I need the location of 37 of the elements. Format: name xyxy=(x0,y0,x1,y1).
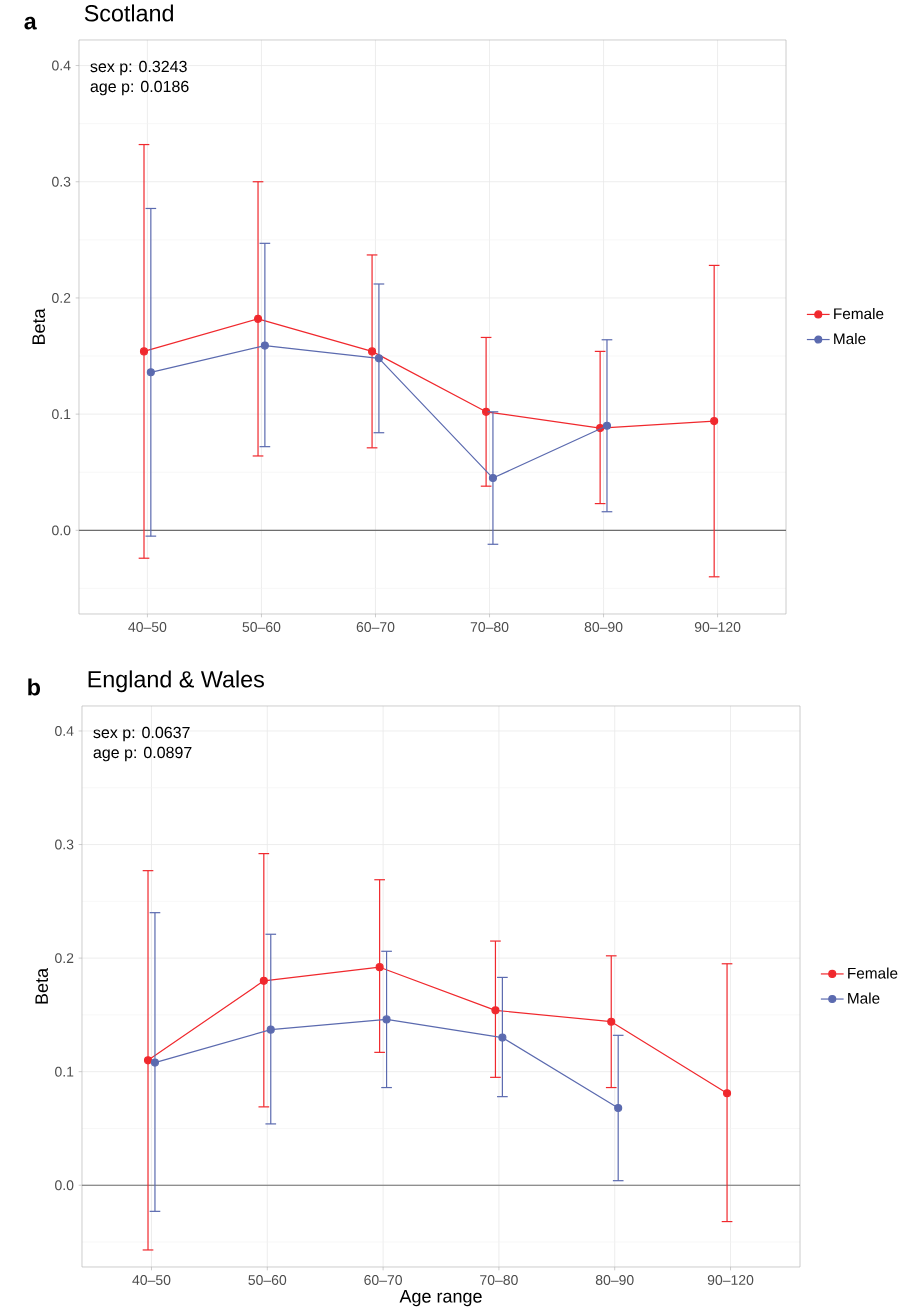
chart-title: Scotland xyxy=(84,4,174,22)
y-axis-title: Beta xyxy=(32,308,45,345)
x-tick-label: 90–120 xyxy=(707,1275,754,1285)
x-tick-label: 60–70 xyxy=(356,622,395,632)
legend-label: Female xyxy=(848,967,898,979)
y-tick-label: 0.3 xyxy=(55,839,74,850)
annotation: sex p: 0.0637 xyxy=(93,726,190,742)
x-tick-label: 80–90 xyxy=(584,622,623,632)
y-tick-label: 0.3 xyxy=(52,176,71,187)
x-tick-label: 70–80 xyxy=(480,1275,518,1285)
y-tick-label: 0.2 xyxy=(52,292,71,303)
legend-label: Male xyxy=(834,332,866,345)
annotation: age p: 0.0897 xyxy=(93,746,192,762)
x-tick-label: 90–120 xyxy=(694,622,741,632)
y-tick-label: 0.0 xyxy=(55,1180,74,1191)
x-tick-label: 60–70 xyxy=(364,1275,403,1285)
x-tick-label: 50–60 xyxy=(248,1275,287,1285)
annotation: sex p: 0.3243 xyxy=(90,60,187,76)
text: b xyxy=(28,678,41,696)
y-tick-label: 0.1 xyxy=(52,409,71,420)
text: a xyxy=(24,16,37,30)
x-tick-label: 40–50 xyxy=(132,1275,171,1285)
x-tick-label: 50–60 xyxy=(242,622,281,632)
y-tick-label: 0.0 xyxy=(52,525,71,536)
y-axis-title: Beta xyxy=(35,967,48,1004)
chart-title: England & Wales xyxy=(88,670,264,693)
x-axis-title: Age range xyxy=(399,1290,482,1307)
x-tick-label: 40–50 xyxy=(128,622,167,632)
x-tick-label: 70–80 xyxy=(470,622,509,632)
y-tick-label: 0.2 xyxy=(55,953,74,964)
annotation: age p: 0.0186 xyxy=(90,80,189,96)
legend-label: Female xyxy=(834,307,884,320)
x-tick-label: 80–90 xyxy=(595,1275,634,1285)
y-tick-label: 0.4 xyxy=(52,60,71,71)
legend-label: Male xyxy=(848,992,880,1004)
y-tick-label: 0.4 xyxy=(55,726,74,736)
y-tick-label: 0.1 xyxy=(55,1066,74,1077)
